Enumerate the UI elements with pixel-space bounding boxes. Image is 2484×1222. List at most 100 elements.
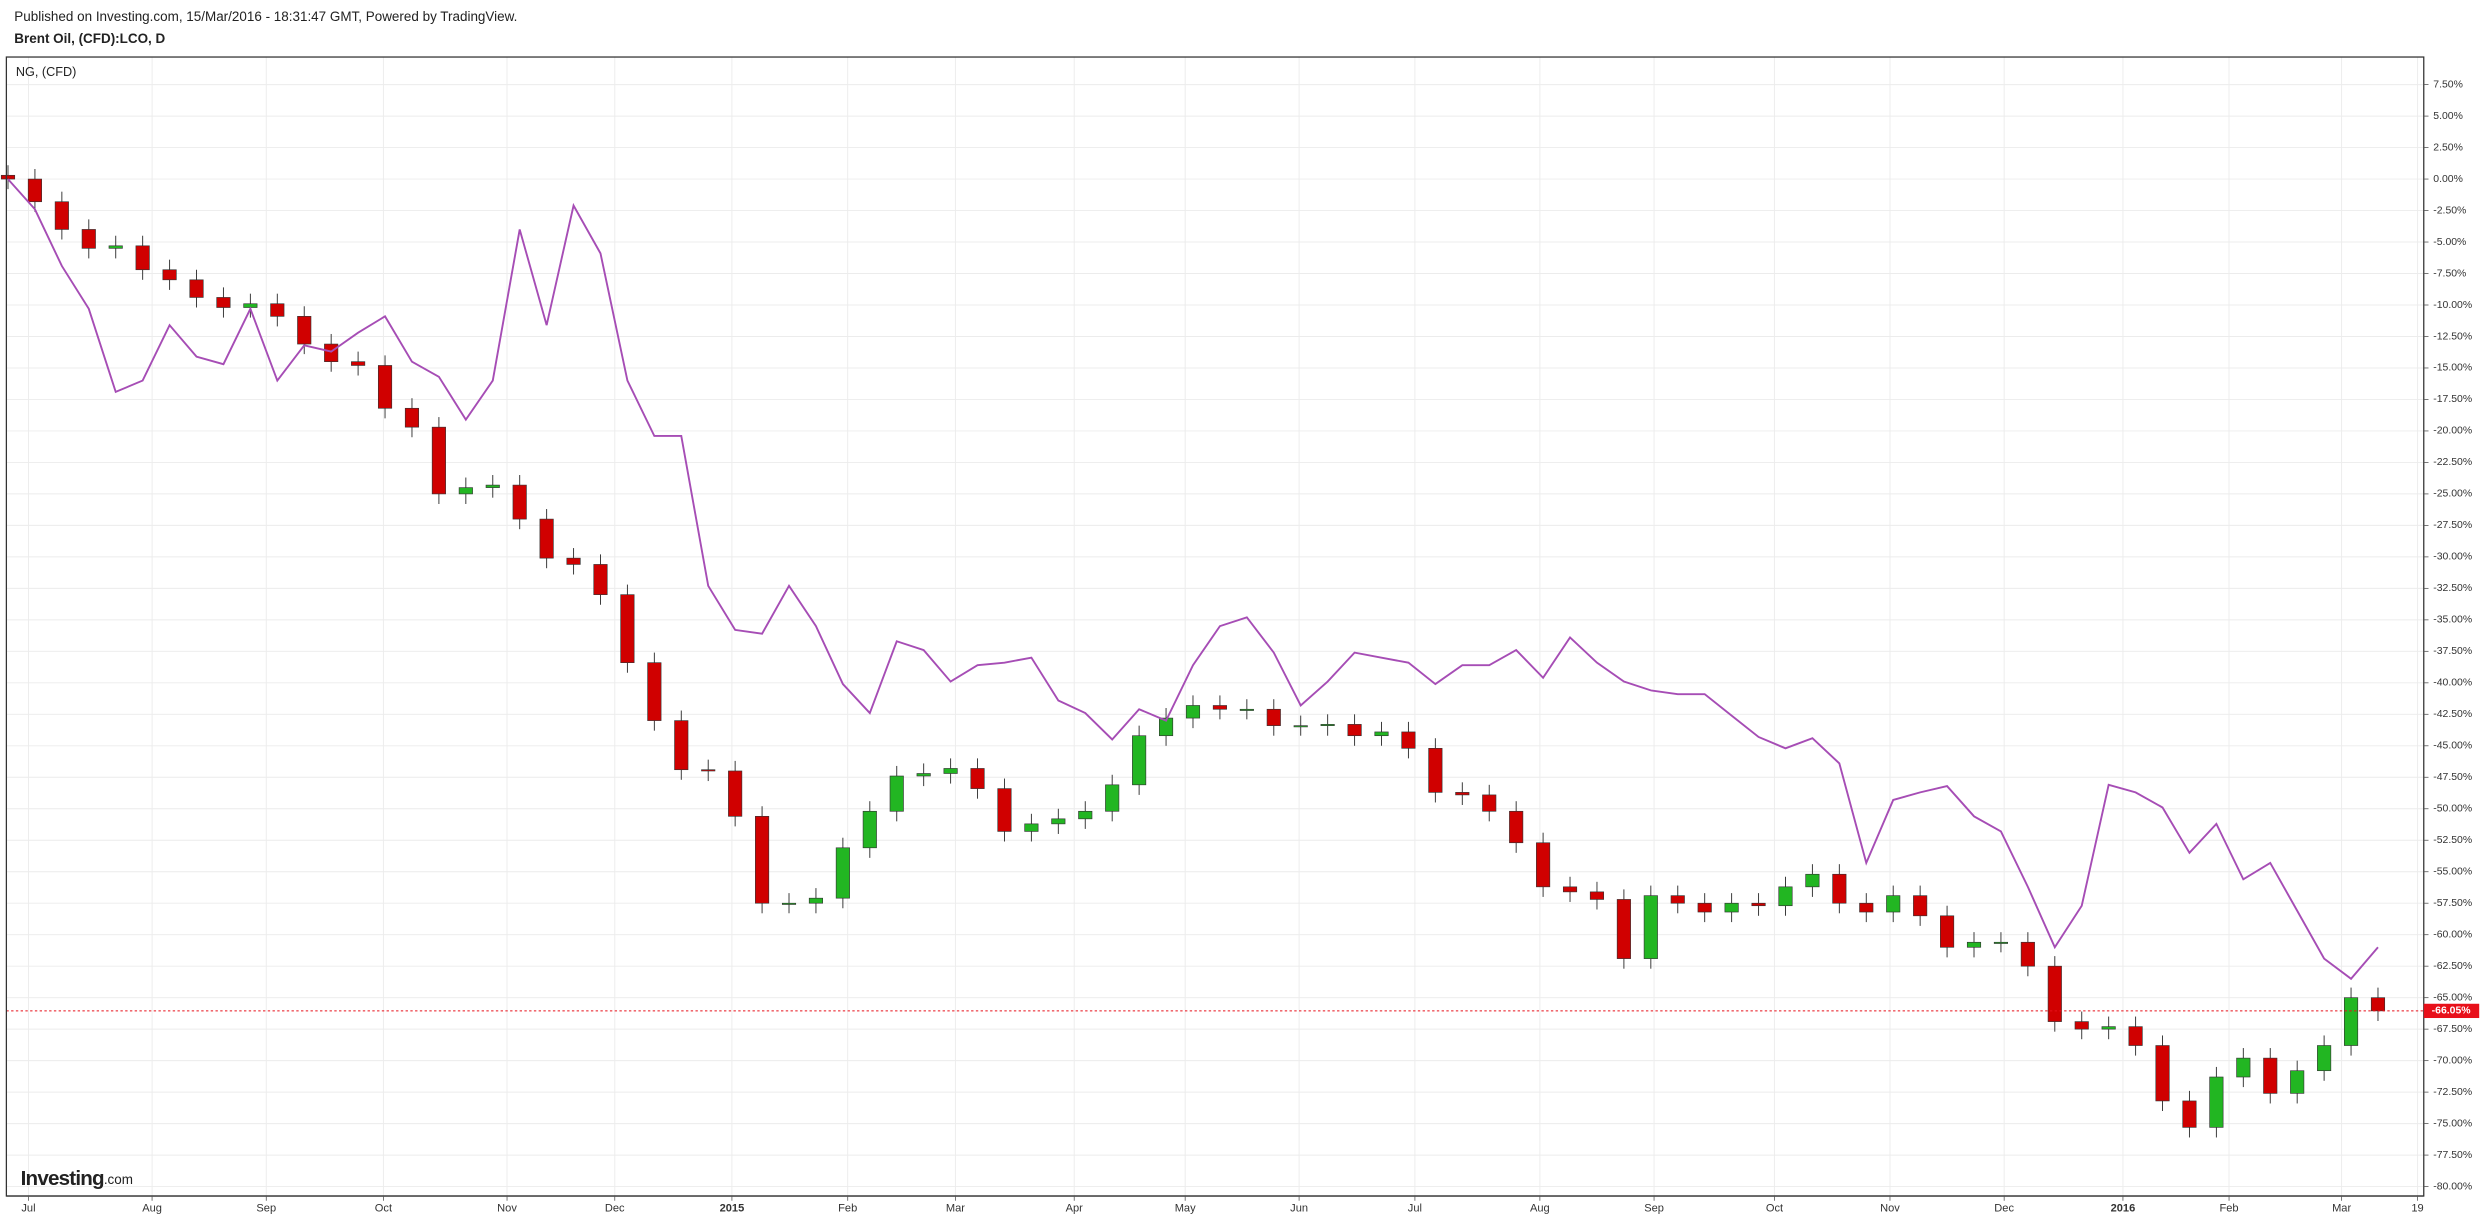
candle-body (943, 768, 958, 774)
chart-title: Brent Oil, (CFD):LCO, D (14, 31, 165, 46)
y-tick-label: -10.00% (2433, 300, 2472, 311)
candle-body (2209, 1076, 2224, 1128)
candle-body (2290, 1070, 2305, 1094)
y-tick-label: -50.00% (2433, 804, 2472, 815)
candle-body (2047, 965, 2062, 1022)
candle-body (755, 815, 770, 904)
y-tick-label: -47.50% (2433, 772, 2472, 783)
candle-body (1536, 842, 1551, 888)
y-tick-label: -62.50% (2433, 961, 2472, 972)
candle-body (1482, 794, 1497, 812)
candle-body (81, 229, 96, 249)
y-tick-label: -35.00% (2433, 615, 2472, 626)
x-tick-label: May (1175, 1203, 1196, 1215)
candle-body (2182, 1100, 2197, 1128)
y-tick-label: -60.00% (2433, 929, 2472, 940)
candle-body (431, 426, 446, 495)
candle-body (1670, 895, 1685, 904)
candle-body (1562, 886, 1578, 893)
x-tick-label: Feb (2220, 1203, 2239, 1215)
candle-body (728, 770, 743, 817)
y-tick-label: -22.50% (2433, 457, 2472, 468)
candle-body (1347, 724, 1362, 737)
candle-body (539, 518, 554, 559)
y-tick-label: -65.00% (2433, 992, 2472, 1003)
y-tick-label: -12.50% (2433, 331, 2472, 342)
logo-name: Investing (21, 1168, 104, 1191)
candle-body (1401, 731, 1416, 749)
candle-body (1913, 895, 1928, 917)
candle-body (270, 303, 285, 317)
last-value-box (2423, 1003, 2480, 1019)
x-tick-label: Nov (497, 1203, 517, 1215)
x-tick-label: Jul (21, 1203, 35, 1215)
candle-body (620, 594, 635, 663)
candle-body (1643, 895, 1658, 959)
candle-body (701, 769, 716, 772)
legend-entry: NG, (CFD) (16, 65, 76, 79)
candle-body (2236, 1057, 2251, 1078)
grid (6, 57, 2424, 1197)
y-tick-label: -77.50% (2433, 1150, 2472, 1161)
candle-body (216, 297, 231, 308)
y-tick-label: -5.00% (2433, 237, 2466, 248)
candle-body (1859, 902, 1874, 913)
last-value-label: -66.05% (2432, 1006, 2471, 1017)
x-tick-label: Mar (2332, 1203, 2351, 1215)
candle-body (1051, 818, 1066, 825)
candle-body (485, 484, 500, 488)
candle-body (1751, 902, 1766, 907)
candle-body (404, 407, 420, 428)
candle-body (647, 662, 662, 721)
candle-body (2074, 1021, 2089, 1030)
y-tick-label: -15.00% (2433, 363, 2472, 374)
candle-body (781, 902, 797, 905)
candle-body (916, 773, 931, 777)
candle-body (1966, 941, 1982, 948)
candle-body (566, 557, 581, 565)
x-tick-label: Aug (142, 1203, 162, 1215)
candle-body (2128, 1026, 2143, 1046)
x-tick-label: Nov (1880, 1203, 1900, 1215)
candle-body (1697, 902, 1712, 913)
x-tick-label: Dec (1994, 1203, 2014, 1215)
y-tick-label: -2.50% (2433, 205, 2466, 216)
candle-body (674, 720, 689, 771)
x-tick-label: Dec (605, 1203, 625, 1215)
y-tick-label: -72.50% (2433, 1087, 2472, 1098)
candle-body (1132, 735, 1147, 786)
candle-body (27, 178, 42, 203)
candle-body (835, 847, 850, 899)
y-tick-label: 7.50% (2433, 79, 2463, 90)
candle-body (1724, 902, 1739, 913)
candle-body (808, 897, 823, 904)
candle-body (1428, 747, 1443, 793)
y-tick-label: -45.00% (2433, 741, 2472, 752)
x-tick-label: Oct (1766, 1203, 1783, 1215)
candle-body (2155, 1045, 2170, 1102)
candle-body (970, 768, 985, 789)
candle-body (162, 269, 177, 281)
y-tick-label: -37.50% (2433, 646, 2472, 657)
candle-body (1832, 873, 1847, 904)
x-tick-label: 19 (2411, 1203, 2423, 1215)
x-tick-label: Sep (1644, 1203, 1664, 1215)
y-tick-label: 5.00% (2433, 111, 2463, 122)
y-tick-label: -80.00% (2433, 1181, 2472, 1192)
candle-body (2370, 997, 2386, 1012)
candle-body (1105, 784, 1120, 812)
y-tick-label: -30.00% (2433, 552, 2472, 563)
candle-body (1320, 724, 1335, 726)
candle-body (593, 564, 608, 595)
candle-body (2020, 941, 2035, 967)
candle-body (1293, 725, 1308, 728)
y-tick-label: -42.50% (2433, 709, 2472, 720)
candle-body (1374, 731, 1389, 737)
candle-body (1509, 810, 1524, 844)
y-tick-label: 2.50% (2433, 142, 2463, 153)
x-tick-label: Jul (1408, 1203, 1422, 1215)
x-tick-label: Aug (1530, 1203, 1550, 1215)
y-tick-label: -52.50% (2433, 835, 2472, 846)
